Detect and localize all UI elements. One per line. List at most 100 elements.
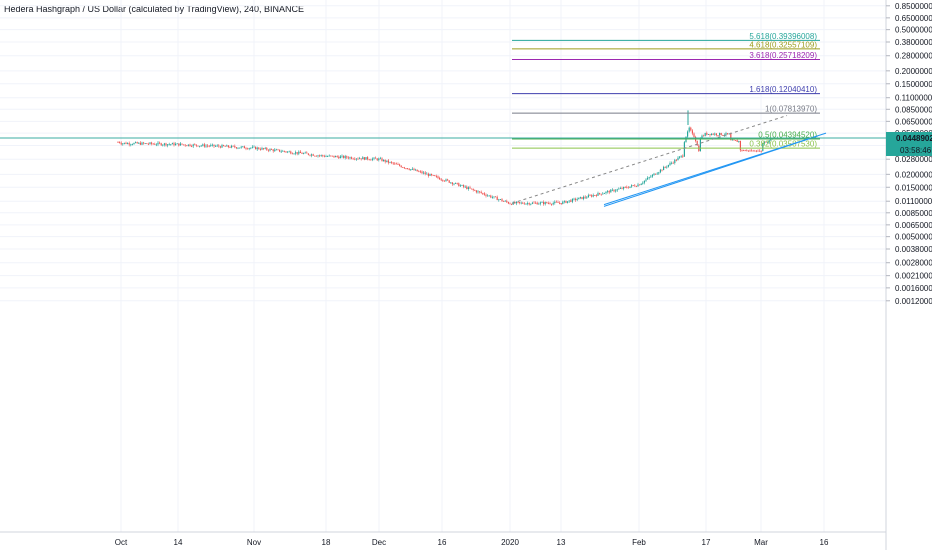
candle <box>728 133 730 135</box>
candle <box>541 202 543 203</box>
candle <box>624 186 626 188</box>
candle <box>594 195 596 196</box>
candle <box>202 144 204 146</box>
candle <box>722 135 724 136</box>
candle <box>234 146 236 148</box>
candle <box>285 151 287 153</box>
candle <box>181 143 183 145</box>
candle <box>146 143 148 145</box>
candle <box>392 162 394 164</box>
candle <box>311 154 313 156</box>
candle <box>507 202 509 204</box>
candle <box>197 145 199 147</box>
candle <box>731 139 733 141</box>
candle <box>375 157 377 159</box>
candle <box>466 186 468 190</box>
candle <box>120 142 122 145</box>
trend-line-dashed[interactable] <box>511 115 788 204</box>
candle <box>256 147 258 150</box>
candle <box>159 142 161 144</box>
candle <box>666 166 668 168</box>
candle <box>288 151 290 153</box>
candle <box>738 140 740 142</box>
candle <box>487 195 489 197</box>
candle <box>746 150 748 152</box>
candle <box>344 156 346 158</box>
candle <box>175 143 177 146</box>
candle <box>578 197 580 200</box>
candle <box>211 144 213 146</box>
candle <box>747 150 749 152</box>
candle <box>477 191 479 193</box>
candle <box>621 188 623 189</box>
candle <box>269 149 271 151</box>
candle <box>360 158 362 160</box>
candle <box>435 176 437 177</box>
candle <box>223 145 225 147</box>
candle <box>315 155 317 157</box>
candle <box>400 165 402 168</box>
candle <box>573 198 575 200</box>
candle <box>296 152 298 154</box>
candle <box>323 155 325 157</box>
candle <box>459 185 461 187</box>
candle <box>759 150 761 152</box>
candle <box>199 145 201 147</box>
candle <box>210 145 212 147</box>
candle <box>463 185 465 187</box>
candle <box>543 202 545 205</box>
candle <box>755 150 757 152</box>
candle <box>587 195 589 198</box>
candle <box>122 143 124 145</box>
candle <box>442 179 444 181</box>
candle <box>245 148 247 150</box>
candle <box>736 140 738 142</box>
candle <box>568 200 570 202</box>
candle <box>248 148 250 149</box>
fib-level-label: 4.618(0.32557109) <box>749 40 817 49</box>
trend-channel-lower[interactable] <box>603 135 819 207</box>
candle <box>139 142 141 145</box>
candle <box>171 143 173 145</box>
candle <box>143 142 145 144</box>
candle <box>623 186 625 189</box>
candle <box>584 196 586 198</box>
candle <box>136 142 138 144</box>
candle <box>611 189 613 191</box>
candle <box>528 203 530 205</box>
candle <box>275 149 277 151</box>
candle <box>592 195 594 197</box>
candle <box>690 127 692 131</box>
candle <box>387 160 389 163</box>
candle <box>347 157 349 159</box>
candle <box>215 145 217 147</box>
candle <box>343 155 345 158</box>
candle <box>603 193 605 194</box>
candle <box>432 175 434 176</box>
candle <box>224 146 226 147</box>
time-axis-label: Mar <box>754 538 768 547</box>
candle <box>443 180 445 182</box>
candle <box>527 203 529 204</box>
candle <box>373 157 375 159</box>
candle <box>272 149 274 152</box>
candle <box>263 148 265 149</box>
candle <box>429 174 431 176</box>
fib-level-label: 0.382(0.03587530) <box>749 140 817 149</box>
candle <box>207 145 209 147</box>
candle <box>178 143 180 146</box>
candle <box>192 144 194 147</box>
candle <box>511 203 513 205</box>
candle <box>704 133 706 136</box>
candle <box>467 187 469 190</box>
candle <box>485 194 487 196</box>
candle <box>424 172 426 175</box>
